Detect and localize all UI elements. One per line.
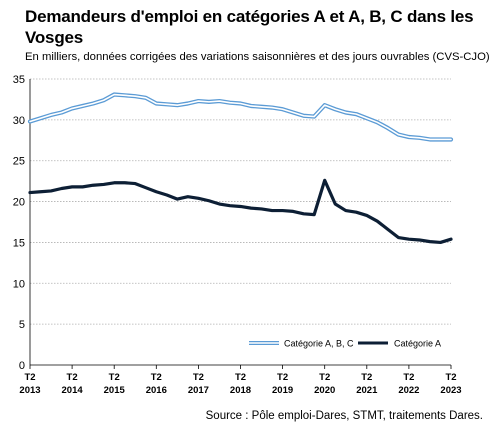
x-tick-year: 2023 xyxy=(440,385,461,396)
x-tick-year: 2018 xyxy=(230,385,251,396)
x-tick-year: 2016 xyxy=(146,385,167,396)
y-axis-ticks: 0 5 10 15 20 25 30 35 xyxy=(13,74,25,372)
chart-title: Demandeurs d'emploi en catégories A et A… xyxy=(25,7,474,47)
y-tick-label: 15 xyxy=(13,237,25,249)
x-tick-year: 2022 xyxy=(398,385,419,396)
series-cat-gorie-a-b-c-line xyxy=(27,92,454,142)
y-tick-label: 0 xyxy=(19,360,25,372)
series-lines xyxy=(27,92,454,245)
y-tick-label: 10 xyxy=(13,278,25,290)
y-tick-label: 5 xyxy=(19,319,25,331)
series-cat-gorie-a-line xyxy=(28,178,453,245)
x-tick-quarter: T2 xyxy=(277,372,288,383)
x-tick-year: 2013 xyxy=(19,385,40,396)
x-tick-quarter: T2 xyxy=(67,372,78,383)
x-tick-quarter: T2 xyxy=(109,372,120,383)
x-tick-quarter: T2 xyxy=(403,372,414,383)
x-tick-quarter: T2 xyxy=(361,372,372,383)
x-tick-year: 2015 xyxy=(104,385,126,396)
x-axis-ticks: T2 2013 T2 2014 T2 2015 T2 2016 T2 2017 T2 2018 T2 20… xyxy=(19,365,462,396)
x-tick-quarter: T2 xyxy=(445,372,456,383)
series-cat-gorie-a-b-c-line-inner xyxy=(29,93,452,141)
legend: Catégorie A, B, C Catégorie A xyxy=(249,339,441,349)
y-tick-label: 25 xyxy=(13,156,25,168)
y-tick-label: 35 xyxy=(13,74,25,86)
legend-label: Catégorie A, B, C xyxy=(284,339,354,349)
source-note: Source : Pôle emploi-Dares, STMT, traite… xyxy=(205,410,483,422)
x-tick-year: 2019 xyxy=(272,385,293,396)
x-tick-year: 2021 xyxy=(356,385,378,396)
x-tick-quarter: T2 xyxy=(235,372,246,383)
x-tick-quarter: T2 xyxy=(319,372,330,383)
chart-subtitle: En milliers, données corrigées des varia… xyxy=(25,51,490,63)
x-tick-quarter: T2 xyxy=(151,372,162,383)
x-tick-quarter: T2 xyxy=(193,372,204,383)
x-tick-year: 2020 xyxy=(314,385,335,396)
axes xyxy=(29,79,451,366)
y-tick-label: 30 xyxy=(13,115,25,127)
x-tick-year: 2017 xyxy=(188,385,209,396)
x-tick-year: 2014 xyxy=(62,385,84,396)
x-tick-quarter: T2 xyxy=(24,372,35,383)
legend-label: Catégorie A xyxy=(394,339,441,349)
y-tick-label: 20 xyxy=(13,197,25,209)
gridlines xyxy=(30,78,451,325)
